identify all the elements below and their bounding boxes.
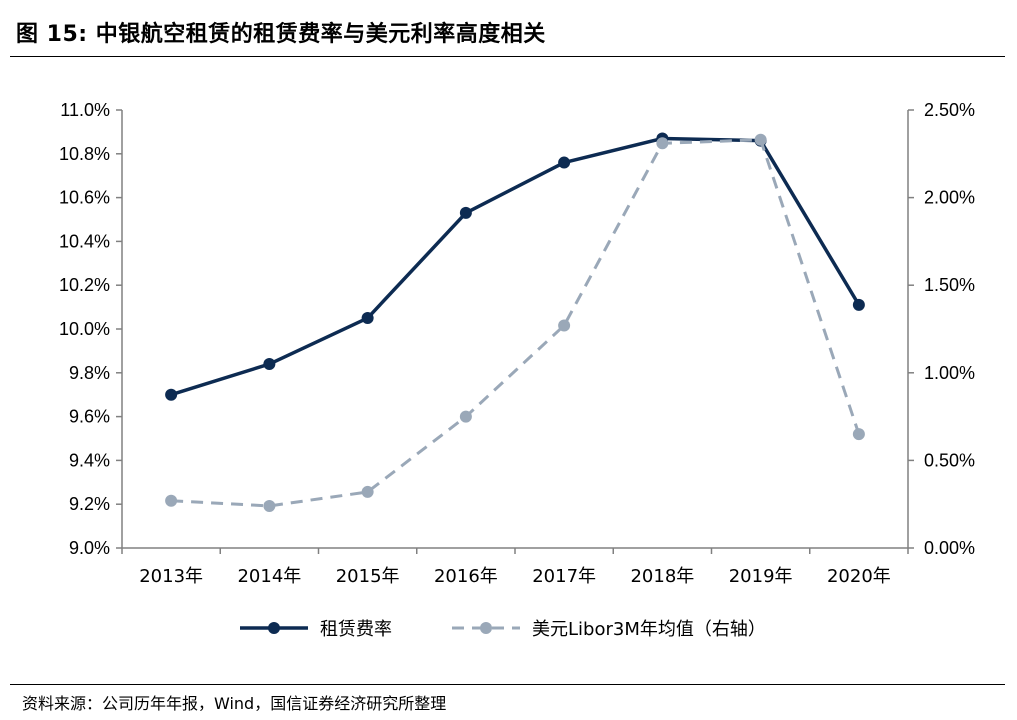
- x-tick-label: 2020年: [827, 566, 891, 587]
- y-right-tick-label: 2.50%: [924, 100, 975, 120]
- series-2-point: [361, 485, 374, 498]
- y-left-tick-label: 10.6%: [59, 188, 110, 208]
- x-tick-label: 2013年: [139, 566, 203, 587]
- source-note: 资料来源：公司历年年报，Wind，国信证券经济研究所整理: [22, 694, 447, 713]
- series-line-2: [171, 138, 861, 508]
- series-2-point: [656, 137, 669, 150]
- x-tick-label: 2014年: [237, 566, 301, 587]
- series-2-point: [263, 499, 276, 512]
- x-tick-label: 2016年: [434, 566, 498, 587]
- series-2-point: [165, 494, 178, 507]
- series-1-point: [165, 388, 178, 401]
- y-left-tick-label: 10.4%: [59, 231, 110, 251]
- series-1-point: [263, 358, 276, 371]
- series-line-1: [170, 136, 861, 397]
- x-tick-label: 2015年: [336, 566, 400, 587]
- series-2-point: [459, 410, 472, 423]
- y-right-tick-label: 1.00%: [924, 363, 975, 383]
- chart: 9.0% 9.2% 9.4% 9.6% 9.8% 10.0% 10.2% 10.4% 10.6%…: [59, 100, 975, 640]
- x-tick-label: 2019年: [729, 566, 793, 587]
- y-right-tick-label: 0.50%: [924, 450, 975, 470]
- series-2-point: [558, 319, 571, 332]
- series-2-point: [754, 133, 767, 146]
- chart-legend: 租赁费率 美元Libor3M年均值（右轴）: [240, 619, 766, 640]
- y-right-tick-label: 2.00%: [924, 188, 975, 208]
- legend-label-2: 美元Libor3M年均值（右轴）: [532, 619, 766, 640]
- y-right-tick-label: 1.50%: [924, 275, 975, 295]
- y-left-tick-label: 9.2%: [69, 494, 110, 514]
- series-2-point: [852, 428, 865, 441]
- y-left-tick-label: 10.0%: [59, 319, 110, 339]
- chart-lines: [165, 132, 865, 512]
- y-left-tick-label: 9.6%: [69, 407, 110, 427]
- x-tick-label: 2017年: [532, 566, 596, 587]
- legend-marker-2: [480, 622, 492, 634]
- y-left-tick-label: 9.4%: [69, 450, 110, 470]
- legend-marker-1: [268, 622, 280, 634]
- figure-title: 图 15: 中银航空租赁的租赁费率与美元利率高度相关: [16, 22, 546, 47]
- y-left-tick-label: 11.0%: [60, 100, 110, 120]
- series-1-point: [558, 156, 571, 169]
- y-left-tick-label: 9.8%: [69, 363, 110, 383]
- top-rule: [10, 56, 1005, 57]
- bottom-rule: [10, 684, 1005, 685]
- series-1-point: [361, 312, 374, 325]
- x-tick-label: 2018年: [630, 566, 694, 587]
- y-right-tick-label: 0.00%: [924, 538, 975, 558]
- legend-label-1: 租赁费率: [320, 619, 392, 640]
- y-left-tick-label: 10.2%: [59, 275, 110, 295]
- chart-axes: 9.0% 9.2% 9.4% 9.6% 9.8% 10.0% 10.2% 10.4% 10.6%…: [59, 100, 975, 587]
- series-1-point: [852, 298, 865, 311]
- y-left-tick-label: 10.8%: [59, 144, 110, 164]
- series-1-point: [459, 206, 472, 219]
- y-left-tick-label: 9.0%: [69, 538, 110, 558]
